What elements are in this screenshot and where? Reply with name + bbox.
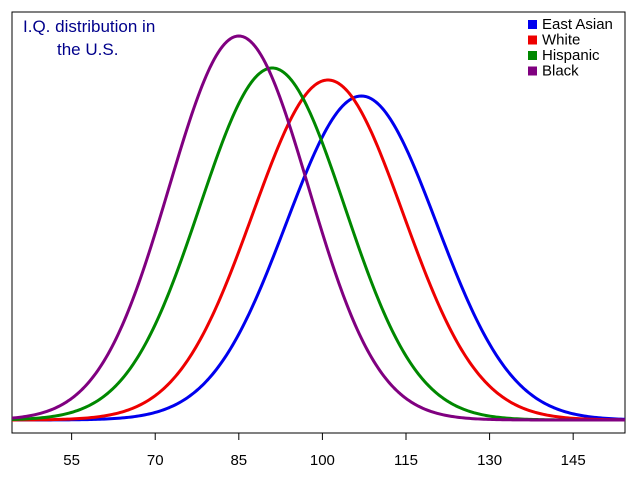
legend-swatch-black: [528, 66, 537, 76]
chart-title-line-1: I.Q. distribution in: [23, 17, 155, 36]
legend-swatch-hispanic: [528, 51, 537, 60]
curve-east-asian: [12, 94, 626, 422]
curve-black: [11, 34, 625, 422]
x-tick-label-145: 145: [561, 452, 586, 469]
x-tick-label-55: 55: [63, 452, 80, 469]
x-tick-label-70: 70: [147, 452, 164, 469]
chart-title-line-2: the U.S.: [57, 40, 118, 59]
x-tick-label-85: 85: [230, 452, 247, 469]
curve-group: [11, 34, 626, 422]
legend-label-black: Black: [542, 63, 579, 80]
curve-white: [11, 78, 626, 422]
x-tick-label-100: 100: [310, 452, 335, 469]
x-tick-label-130: 130: [477, 452, 502, 469]
legend-swatch-east-asian: [528, 20, 537, 29]
x-tick-label-115: 115: [394, 452, 418, 469]
legend-swatch-white: [528, 35, 537, 45]
legend-label-hispanic: Hispanic: [542, 47, 600, 64]
legend-label-east-asian: East Asian: [542, 16, 613, 33]
x-axis: 55 70 85 100 115 130 145: [63, 433, 586, 469]
legend-label-white: White: [542, 32, 580, 49]
